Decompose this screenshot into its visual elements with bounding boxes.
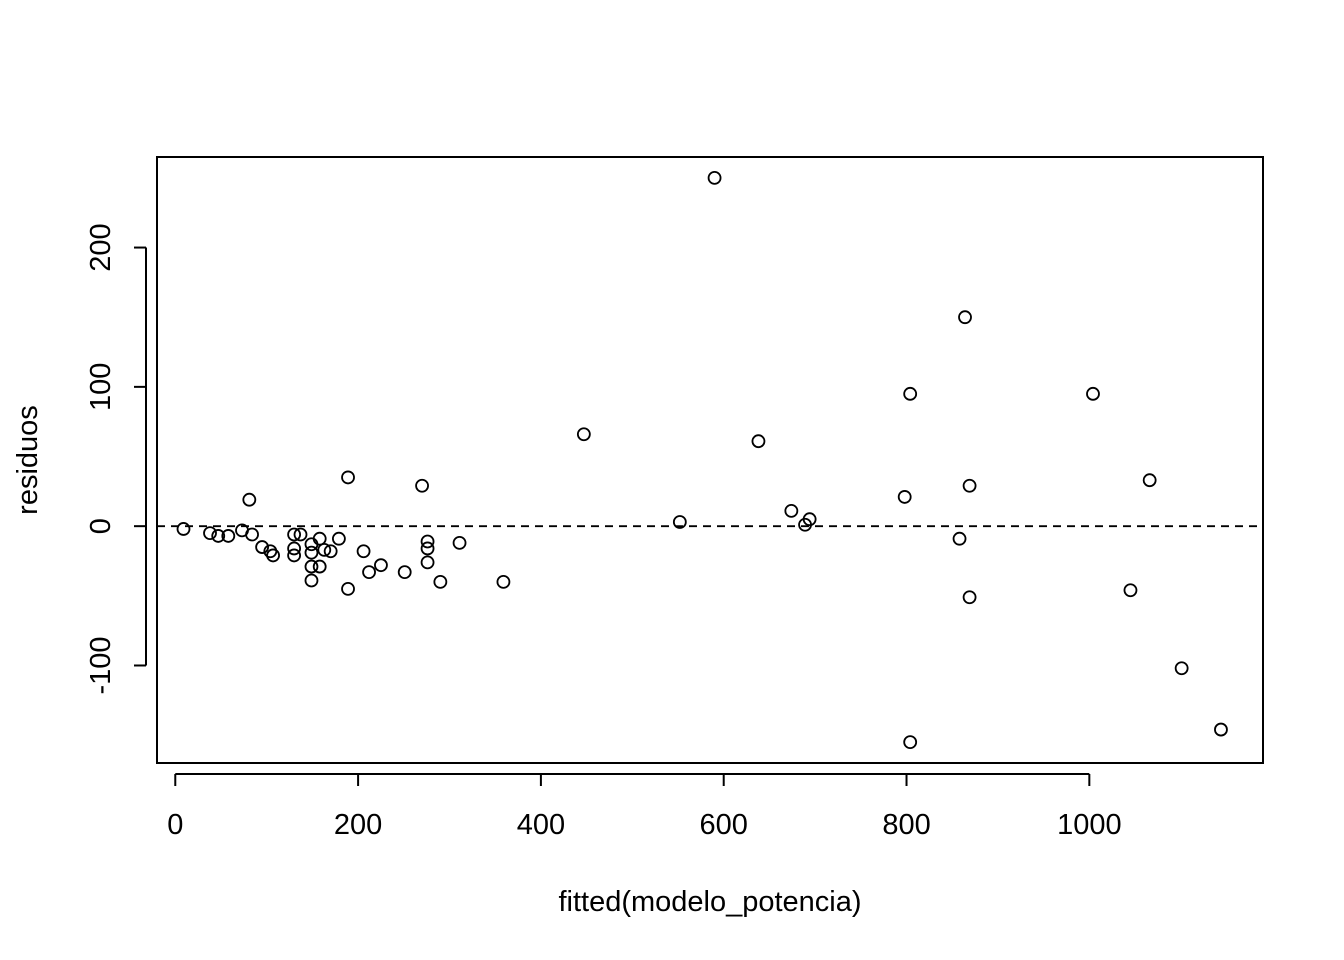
data-point [952,531,967,546]
x-tick-label: 0 [167,809,183,841]
x-tick-label: 1000 [1057,809,1122,841]
data-point [903,386,918,401]
data-point [1086,386,1100,401]
data-point [1123,583,1138,598]
data-point [433,574,448,589]
x-tick-label: 400 [517,809,565,841]
y-tick-label: 0 [85,518,117,534]
x-tick-label: 800 [882,809,930,841]
data-point [802,512,817,527]
data-point [420,555,435,570]
data-point [452,535,467,550]
data-point [323,544,338,559]
data-point [1174,661,1189,676]
data-point [420,541,435,556]
data-point [962,478,977,493]
data-point [341,470,355,485]
data-point [576,427,591,442]
data-point [374,558,388,573]
data-point [751,434,766,449]
plot-frame [156,156,1264,764]
data-point [287,541,302,556]
data-point [245,527,259,542]
data-point [255,540,270,554]
data-point [341,581,355,596]
data-point [176,522,191,536]
y-tick-label: 100 [85,363,117,411]
x-axis-title: fitted(modelo_potencia) [558,886,861,918]
data-point [304,559,319,574]
data-point [211,529,226,543]
data-point [242,492,257,507]
x-axis: 0 200 400 600 800 1000 [167,773,1122,841]
data-point [1214,722,1228,737]
data-point [203,526,217,541]
data-point [958,310,972,325]
data-point [362,565,376,580]
data-point [962,590,977,605]
data-points [176,170,1228,750]
y-tick-label: -100 [85,636,117,694]
data-point [317,542,332,557]
data-point [496,574,511,589]
y-axis: -100 0 100 200 [85,223,147,695]
data-point [293,527,308,542]
data-point [397,565,412,580]
data-point [266,548,280,563]
x-tick-label: 200 [334,809,382,841]
data-point [356,544,371,559]
data-point [415,478,429,493]
data-point [897,490,912,504]
data-point [287,527,302,542]
data-point [304,573,319,588]
data-point [287,548,302,563]
y-axis-title: residuos [12,405,44,515]
data-point [903,735,918,750]
data-point [784,503,799,518]
y-tick-label: 200 [85,223,117,271]
data-point [312,559,327,574]
data-point [1142,473,1157,488]
x-tick-label: 600 [700,809,748,841]
data-point [304,545,319,560]
data-point [707,170,722,185]
data-point [221,529,236,543]
data-point [672,515,687,529]
data-point [331,531,346,546]
data-point [420,534,435,549]
